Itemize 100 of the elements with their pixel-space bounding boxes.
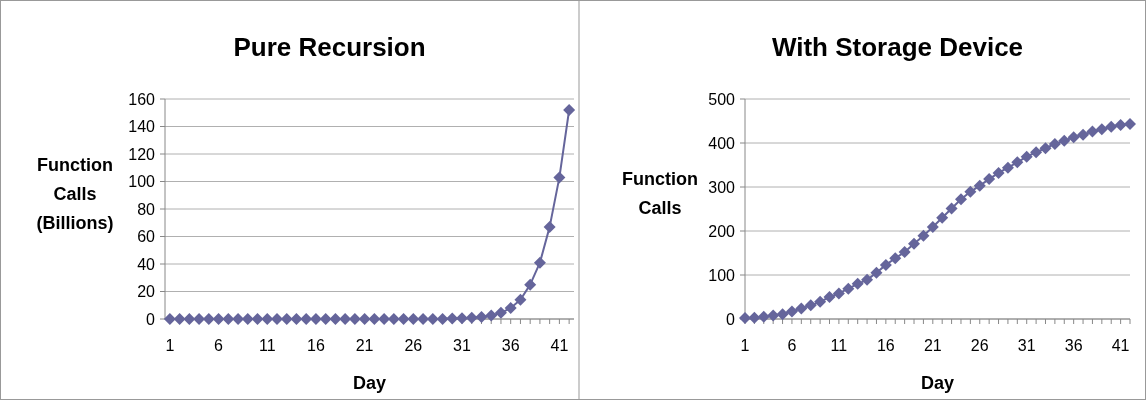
x-tick-label: 1 — [165, 337, 175, 354]
point — [964, 185, 977, 198]
point — [748, 311, 761, 324]
point — [898, 246, 911, 259]
x-tick-label: 21 — [923, 337, 942, 354]
y-tick-label: 300 — [708, 178, 736, 196]
x-tick-label: 26 — [404, 337, 423, 354]
point — [563, 104, 576, 116]
point — [465, 311, 478, 324]
y-tick-label: 100 — [708, 266, 736, 284]
x-tick-label: 31 — [453, 337, 472, 354]
y-tick-label: 20 — [137, 283, 156, 301]
point — [290, 313, 303, 325]
point — [795, 302, 808, 315]
point — [1058, 134, 1071, 147]
point — [329, 313, 342, 325]
point — [163, 313, 176, 325]
point — [1067, 131, 1080, 144]
point — [397, 313, 410, 325]
y-tick-label: 200 — [708, 222, 736, 240]
point — [1095, 123, 1108, 136]
x-tick-label: 11 — [830, 337, 848, 354]
x-tick-label: 11 — [258, 337, 276, 354]
point — [1086, 125, 1099, 138]
y-axis-title: Function Calls (Billions) — [36, 155, 114, 233]
chart-title: Pure Recursion — [233, 32, 426, 62]
x-tick-label: 16 — [307, 337, 325, 354]
point — [1048, 137, 1061, 150]
y-tick-label: 0 — [146, 310, 156, 328]
point — [1030, 146, 1043, 159]
point — [776, 308, 789, 321]
x-axis-title: Day — [352, 373, 387, 393]
point — [861, 273, 874, 286]
x-tick-label: 16 — [876, 337, 895, 354]
point — [485, 309, 498, 322]
point — [1039, 142, 1052, 155]
point — [908, 237, 921, 250]
y-tick-label: 160 — [128, 90, 156, 108]
point — [514, 293, 527, 306]
point — [785, 305, 798, 318]
point — [870, 266, 883, 279]
point — [889, 252, 902, 265]
y-tick-label: 40 — [137, 255, 156, 273]
x-tick-label: 21 — [355, 337, 374, 354]
point — [823, 291, 836, 303]
point — [183, 313, 196, 325]
point — [926, 221, 939, 234]
point — [524, 278, 537, 291]
x-tick-label: 26 — [970, 337, 989, 354]
point — [504, 302, 517, 314]
y-tick-label: 500 — [708, 90, 736, 108]
x-tick-label: 31 — [1017, 337, 1036, 354]
point — [983, 173, 996, 186]
point — [757, 310, 770, 323]
point — [1001, 161, 1014, 174]
chart-title: With Storage Device — [771, 32, 1024, 62]
point — [543, 220, 556, 233]
point — [1020, 150, 1033, 163]
y-tick-label: 140 — [128, 118, 156, 136]
point — [533, 256, 546, 269]
point — [1011, 156, 1024, 169]
y-tick-label: 100 — [128, 173, 156, 191]
point — [553, 171, 566, 184]
x-tick-label: 1 — [740, 337, 750, 354]
point — [739, 312, 751, 325]
y-tick-label: 120 — [128, 145, 156, 163]
point — [954, 193, 967, 206]
x-tick-label: 36 — [1064, 337, 1083, 354]
point — [368, 313, 381, 325]
x-tick-label: 6 — [214, 337, 224, 354]
point — [1124, 118, 1136, 131]
point — [212, 313, 225, 325]
y-tick-label: 60 — [137, 228, 156, 246]
x-tick-label: 41 — [550, 337, 569, 354]
point — [436, 313, 449, 325]
x-tick-label: 36 — [501, 337, 520, 354]
y-tick-label: 80 — [137, 200, 156, 218]
point — [917, 229, 930, 242]
y-axis-title: Function Calls — [622, 169, 698, 218]
point — [358, 313, 371, 325]
point — [992, 166, 1005, 179]
point — [842, 282, 855, 295]
x-tick-label: 41 — [1111, 337, 1130, 354]
point — [832, 287, 845, 300]
point — [475, 310, 488, 323]
point — [251, 313, 264, 325]
point — [1114, 118, 1127, 131]
point — [945, 202, 958, 215]
point — [804, 299, 817, 312]
point — [494, 306, 507, 319]
point — [879, 258, 892, 271]
point — [173, 313, 186, 325]
y-tick-label: 400 — [708, 134, 736, 152]
point — [814, 295, 827, 308]
x-axis-title: Day — [920, 373, 955, 393]
point — [973, 179, 986, 192]
point — [936, 211, 949, 224]
point — [1077, 128, 1090, 141]
x-tick-label: 6 — [787, 337, 797, 354]
point — [767, 309, 780, 322]
